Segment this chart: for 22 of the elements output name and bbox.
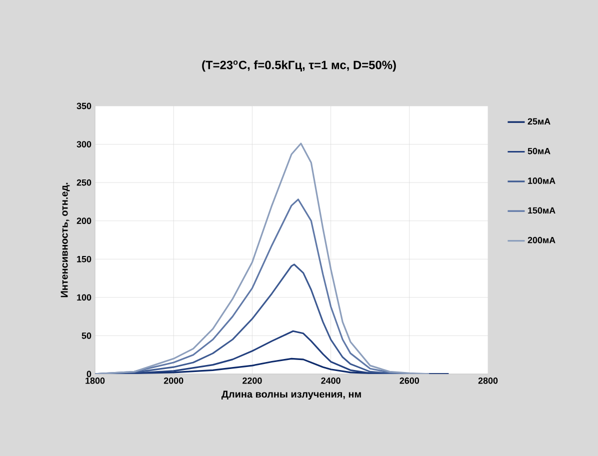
x-tick-label: 1800 [86, 378, 105, 384]
y-tick-label: 350 [76, 102, 92, 110]
x-tick-label: 2400 [321, 378, 340, 384]
y-tick-label: 200 [76, 218, 92, 224]
y-tick-label: 250 [76, 179, 92, 186]
legend-label: 100мА [528, 178, 556, 184]
chart-title: (T=23$^{o}$C, f=0.5kГц, τ=1 мс, D=50%) [202, 60, 396, 72]
legend-label: 150мА [528, 207, 556, 214]
y-tick-label: 50 [82, 332, 92, 339]
legend-label: 50мА [528, 148, 550, 154]
y-tick-label: 150 [77, 256, 92, 262]
y-tick-label: 300 [76, 141, 92, 148]
y-tick-label: 100 [77, 294, 92, 301]
x-tick-label: 2800 [478, 378, 498, 384]
legend-label: 200мА [528, 236, 556, 244]
y-tick-label: 0 [86, 370, 92, 378]
legend-label: 25мА [528, 118, 550, 125]
x-tick-label: 2000 [164, 378, 184, 384]
x-axis-title: Длина волны излучения, нм [221, 390, 361, 400]
x-tick-label: 2200 [242, 378, 262, 384]
x-tick-label: 2600 [400, 378, 420, 384]
y-axis-title: Интенсивность, отн.ед. [60, 182, 70, 298]
